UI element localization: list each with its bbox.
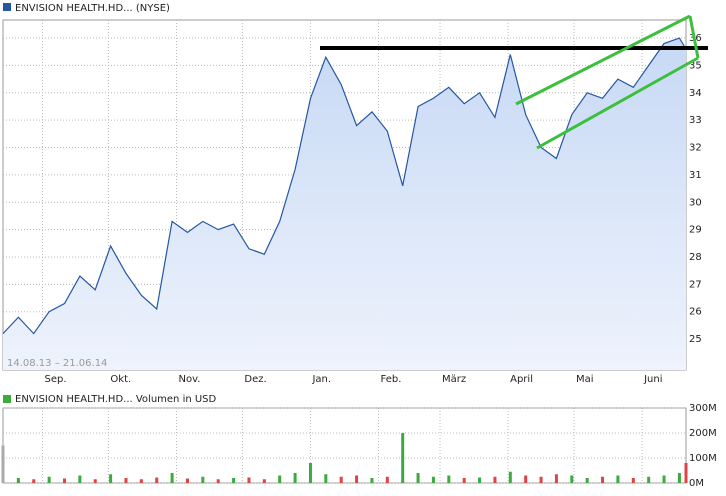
x-tick-label: Jan. xyxy=(311,374,331,385)
y-tick-label: 27 xyxy=(689,279,702,290)
y-tick-label: 25 xyxy=(689,334,702,345)
y-tick-label: 0M xyxy=(689,478,704,489)
price-area xyxy=(3,38,686,370)
volume-bar xyxy=(324,474,328,483)
y-tick-label: 200M xyxy=(689,428,717,439)
chart-title: ENVISION HEALTH.HD... (NYSE) xyxy=(15,3,170,14)
annotations xyxy=(320,14,708,150)
volume-bar xyxy=(124,478,128,483)
volume-bar xyxy=(478,477,482,483)
x-tick-label: März xyxy=(442,374,466,385)
y-tick-label: 31 xyxy=(689,170,702,181)
y-tick-label: 26 xyxy=(689,307,702,318)
volume-bar xyxy=(62,478,66,483)
y-tick-label: 300M xyxy=(689,403,717,414)
volume-bar xyxy=(16,478,20,483)
volume-bar xyxy=(570,475,574,483)
volume-bar xyxy=(201,476,205,483)
price-line xyxy=(2,37,687,335)
volume-bar xyxy=(554,474,558,483)
volume-bar xyxy=(47,476,51,483)
volume-bar xyxy=(539,476,543,483)
x-tick-label: Nov. xyxy=(178,374,200,385)
x-tick-label: April xyxy=(510,374,533,385)
y-tick-label: 32 xyxy=(689,143,702,154)
trend-line xyxy=(515,14,691,106)
volume-bar xyxy=(1,445,5,483)
y-tick-label: 29 xyxy=(689,225,702,236)
trend-line xyxy=(688,15,700,59)
x-tick-label: Sep. xyxy=(45,374,67,385)
legend-swatch xyxy=(3,3,11,11)
y-tick-label: 34 xyxy=(689,88,702,99)
volume-bar xyxy=(139,479,143,483)
volume-bar xyxy=(262,479,266,483)
volume-bar xyxy=(155,477,159,483)
x-tick-label: Juni xyxy=(643,374,662,385)
volume-bar xyxy=(431,476,435,483)
volume-bar xyxy=(508,471,512,483)
volume-bar xyxy=(278,475,282,483)
volume-bar xyxy=(293,473,297,483)
x-tick-label: Okt. xyxy=(110,374,131,385)
volume-bar xyxy=(662,475,666,483)
y-tick-label: 28 xyxy=(689,252,702,263)
volume-bar xyxy=(684,463,688,483)
volume-bar xyxy=(32,479,36,483)
volume-bar xyxy=(524,475,528,483)
volume-bar xyxy=(355,475,359,483)
volume-bar xyxy=(616,475,620,483)
volume-bar xyxy=(339,476,343,483)
volume-bar xyxy=(647,476,651,483)
volume-bar xyxy=(308,463,312,483)
volume-bar xyxy=(401,433,405,483)
x-tick-label: Dez. xyxy=(244,374,266,385)
volume-bar xyxy=(247,477,251,483)
volume-bar xyxy=(447,475,451,483)
volume-bar xyxy=(232,478,236,483)
volume-bar xyxy=(93,479,97,483)
volume-bar xyxy=(677,473,681,483)
volume-bar xyxy=(216,479,220,483)
volume-bar xyxy=(78,475,82,483)
legend-swatch xyxy=(3,395,11,403)
trend-line xyxy=(536,56,699,150)
x-tick-label: Mai xyxy=(576,374,594,385)
y-tick-label: 33 xyxy=(689,115,702,126)
volume-title: ENVISION HEALTH.HD... Volumen in USD xyxy=(15,394,217,405)
x-tick-label: Feb. xyxy=(381,374,402,385)
volume-bar xyxy=(601,476,605,483)
volume-bar xyxy=(109,474,113,483)
volume-frame xyxy=(2,407,687,484)
volume-bar xyxy=(416,473,420,483)
volume-bar xyxy=(631,478,635,483)
volume-bar xyxy=(493,476,497,483)
volume-bar xyxy=(585,478,589,483)
volume-bar xyxy=(370,478,374,483)
y-tick-label: 35 xyxy=(689,60,702,71)
volume-bar xyxy=(170,473,174,483)
y-tick-label: 100M xyxy=(689,453,717,464)
volume-bar xyxy=(185,478,189,483)
y-tick-label: 30 xyxy=(689,197,702,208)
date-range: 14.08.13 – 21.06.14 xyxy=(7,358,107,369)
volume-bar xyxy=(385,476,389,483)
volume-bar xyxy=(462,478,466,483)
